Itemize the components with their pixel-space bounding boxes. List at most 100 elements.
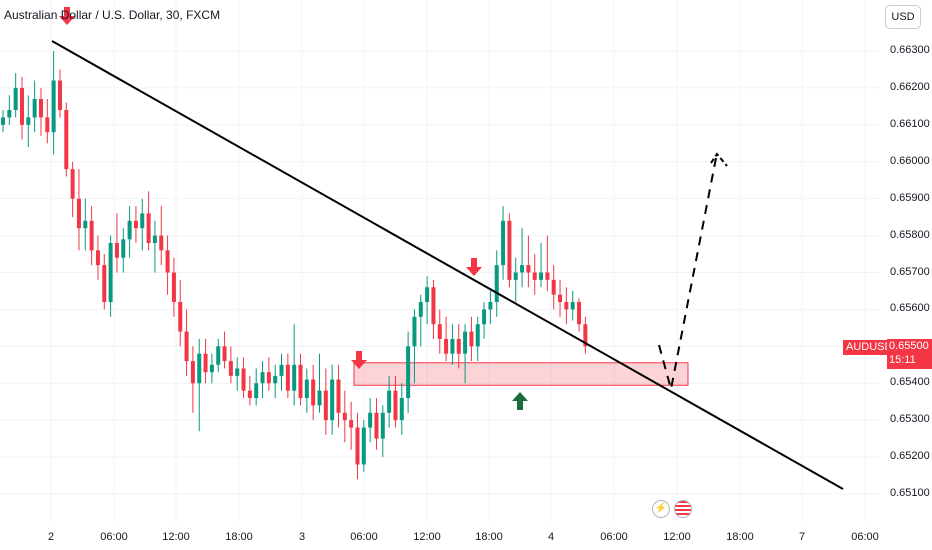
descending-trendline [51,40,844,490]
candle [89,206,94,266]
time-tick-label: 12:00 [663,531,691,543]
candle [450,324,455,365]
candle [197,338,202,432]
drawings-layer [51,7,844,490]
candle-body [222,346,227,362]
price-tick-label: 0.65600 [890,302,930,315]
candle [488,290,493,325]
candle-body [279,364,284,376]
candle-body [311,379,316,406]
candle [387,375,392,428]
candle [425,276,430,325]
candle-body [197,353,202,384]
candle [336,364,341,428]
candle [152,220,157,273]
candle-body [304,379,309,399]
candle-body [412,316,417,347]
candle-body [89,220,94,251]
candle [583,316,588,354]
candle [292,324,297,406]
candle-body [203,353,208,373]
currency-button[interactable]: USD [885,5,921,29]
us-flag-icon[interactable] [674,500,692,518]
bar-countdown: 15:11 [889,354,916,366]
candle-body [355,427,360,465]
candle-body [235,368,240,376]
candle-body [114,242,119,258]
time-tick-label: 18:00 [475,531,503,543]
candle-body [406,346,411,399]
candle [228,346,233,384]
candle [323,368,328,435]
candle [539,242,544,288]
candle [241,357,246,399]
candle-body [564,302,569,310]
candle-body [184,331,189,362]
candle [57,69,62,118]
candle-body [38,98,43,118]
candle [266,357,271,391]
candle [304,368,309,413]
candle-body [247,390,252,399]
candle-body [437,324,442,339]
candle-body [349,420,354,428]
candle [444,316,449,362]
candle-body [26,117,31,125]
candle [165,235,170,295]
candle [355,412,360,480]
candle-body [380,412,385,439]
candle [399,383,404,435]
chart-title: Australian Dollar / U.S. Dollar, 30, FXC… [4,8,221,22]
price-tick-label: 0.65900 [890,191,930,204]
candle-body [507,220,512,280]
candle-body [374,412,379,439]
candle-body [361,427,366,465]
candle-body [545,272,550,280]
candle-body [425,287,430,303]
time-tick-label: 18:00 [225,531,253,543]
candle [482,302,487,339]
candle-body [1,117,5,125]
price-tick-label: 0.65100 [890,487,930,499]
price-tick-label: 0.65200 [890,450,930,463]
last-price-value: 0.65500 [889,340,929,352]
candle-body [444,338,449,354]
candle [95,235,100,280]
candle [368,398,373,443]
candle-body [152,235,157,243]
candle [114,213,119,273]
candle [7,95,12,125]
candle-body [323,390,328,421]
candle [26,95,31,147]
last-price-label: 0.65500 15:11 [887,339,932,369]
lightning-icon[interactable]: ⚡ [652,500,670,518]
candle [70,161,75,218]
candle [494,250,499,317]
candle [216,338,221,373]
candle [463,324,468,384]
candle [247,375,252,406]
candle [1,110,5,133]
candle [532,254,537,295]
candle [209,353,214,384]
candle [140,198,145,251]
candle [235,357,240,391]
candle [203,338,208,384]
candle [121,228,126,273]
candle [190,346,195,413]
price-tick-label: 0.65700 [890,265,930,278]
candle-body [190,361,195,384]
candle [76,169,81,251]
candle-body [228,361,233,376]
candle-body [298,364,303,399]
candle [19,76,24,140]
candle-body [64,110,69,170]
candle-body [241,368,246,391]
candle-body [532,272,537,280]
time-tick-label: 2 [47,531,55,543]
candle [260,361,265,399]
candle-body [102,265,107,303]
candle-body [254,383,259,399]
candle [551,265,556,310]
